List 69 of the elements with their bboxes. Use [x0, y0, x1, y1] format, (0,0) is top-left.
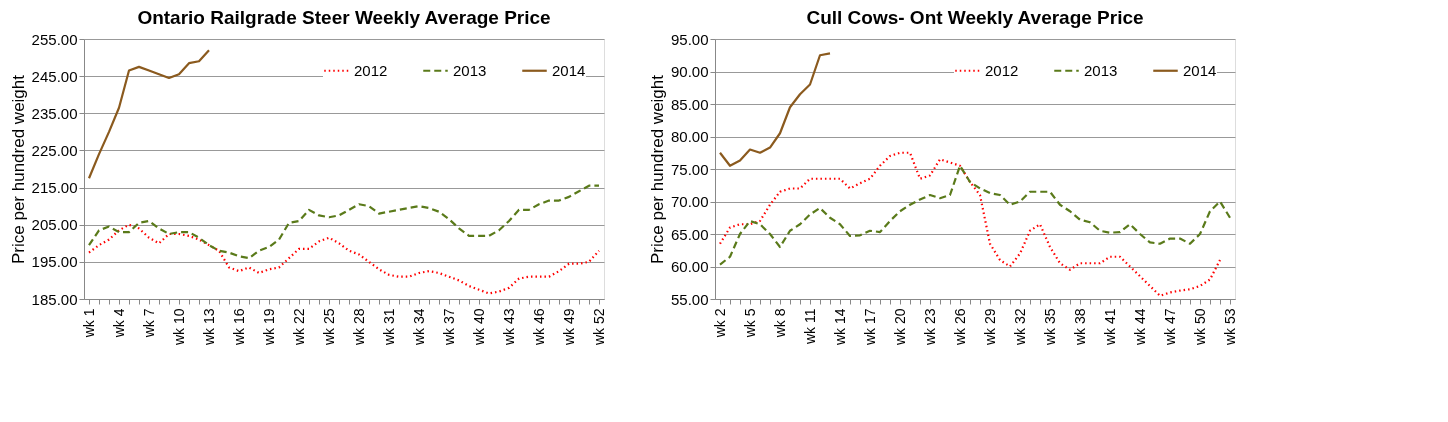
x-tick-label: wk 13 [200, 308, 217, 347]
x-tick-label: wk 29 [981, 308, 998, 347]
x-tick-label: wk 38 [1071, 308, 1088, 347]
line-series [87, 184, 601, 260]
y-tick-label: 235.00 [31, 104, 78, 122]
x-tick-label: wk 47 [1161, 308, 1178, 347]
x-tick-label: wk 34 [410, 308, 427, 347]
y-tick-label: 65.00 [670, 225, 709, 243]
line-series [718, 164, 1232, 266]
x-tick-label: wk 2 [711, 308, 728, 339]
x-tick-label: wk 11 [801, 308, 818, 346]
y-tick-label: 60.00 [670, 258, 709, 275]
x-tick-label: wk 35 [1041, 308, 1058, 347]
y-tick-label: 215.00 [31, 179, 78, 197]
line-series [87, 223, 601, 295]
x-tick-label: wk 25 [320, 308, 337, 347]
x-tick-label: wk 28 [350, 308, 367, 347]
x-tick-label: wk 16 [230, 308, 247, 347]
y-tick-label: 80.00 [670, 128, 709, 145]
x-tick-label: wk 43 [500, 308, 517, 347]
y-tick-label: 55.00 [670, 290, 709, 308]
legend-label: 2013 [453, 61, 487, 79]
line-series [87, 49, 211, 180]
legend-label: 2012 [354, 61, 388, 79]
x-tick-label: wk 4 [110, 308, 127, 339]
x-tick-label: wk 23 [921, 308, 938, 347]
x-tick-label: wk 32 [1011, 308, 1028, 347]
x-tick-label: wk 17 [861, 308, 878, 347]
x-tick-label: wk 49 [560, 308, 577, 347]
chart-title: Ontario Railgrade Steer Weekly Average Price [137, 7, 551, 28]
x-tick-label: wk 22 [290, 308, 307, 347]
legend-label: 2013 [1084, 61, 1118, 79]
y-tick-label: 185.00 [31, 290, 78, 308]
x-tick-label: wk 26 [951, 308, 968, 347]
x-tick-label: wk 19 [260, 308, 277, 347]
y-tick-label: 90.00 [670, 63, 709, 80]
y-axis-title: Price per hundred weight [647, 74, 667, 265]
x-tick-label: wk 7 [140, 308, 157, 339]
x-tick-label: wk 10 [170, 308, 187, 347]
y-tick-label: 255.00 [31, 30, 78, 48]
x-tick-label: wk 37 [440, 308, 457, 347]
x-tick-label: wk 8 [771, 308, 788, 339]
y-axis-title: Price per hundred weight [8, 74, 28, 265]
y-tick-label: 205.00 [31, 216, 78, 234]
x-tick-label: wk 20 [891, 308, 908, 347]
y-tick-label: 225.00 [31, 141, 78, 159]
line-series [718, 52, 832, 167]
x-tick-label: wk 46 [530, 308, 547, 347]
x-tick-label: wk 1 [80, 308, 97, 339]
x-tick-label: wk 31 [380, 308, 397, 347]
x-tick-label: wk 50 [1191, 308, 1208, 347]
x-tick-label: wk 41 [1101, 308, 1118, 347]
x-tick-label: wk 5 [741, 308, 758, 339]
y-tick-label: 195.00 [31, 253, 78, 271]
x-tick-label: wk 44 [1131, 308, 1148, 347]
legend-label: 2012 [985, 61, 1019, 79]
y-tick-label: 75.00 [670, 160, 709, 178]
y-tick-label: 95.00 [670, 30, 709, 48]
x-tick-label: wk 52 [590, 308, 607, 347]
y-tick-label: 70.00 [670, 193, 709, 210]
legend-label: 2014 [552, 61, 586, 79]
y-tick-label: 245.00 [31, 67, 78, 85]
legend-label: 2014 [1183, 61, 1217, 79]
chart-title: Cull Cows- Ont Weekly Average Price [806, 7, 1144, 28]
y-tick-label: 85.00 [670, 95, 709, 113]
x-tick-label: wk 53 [1221, 308, 1238, 347]
x-tick-label: wk 40 [470, 308, 487, 347]
line-series [718, 151, 1222, 297]
x-tick-label: wk 14 [831, 308, 848, 347]
